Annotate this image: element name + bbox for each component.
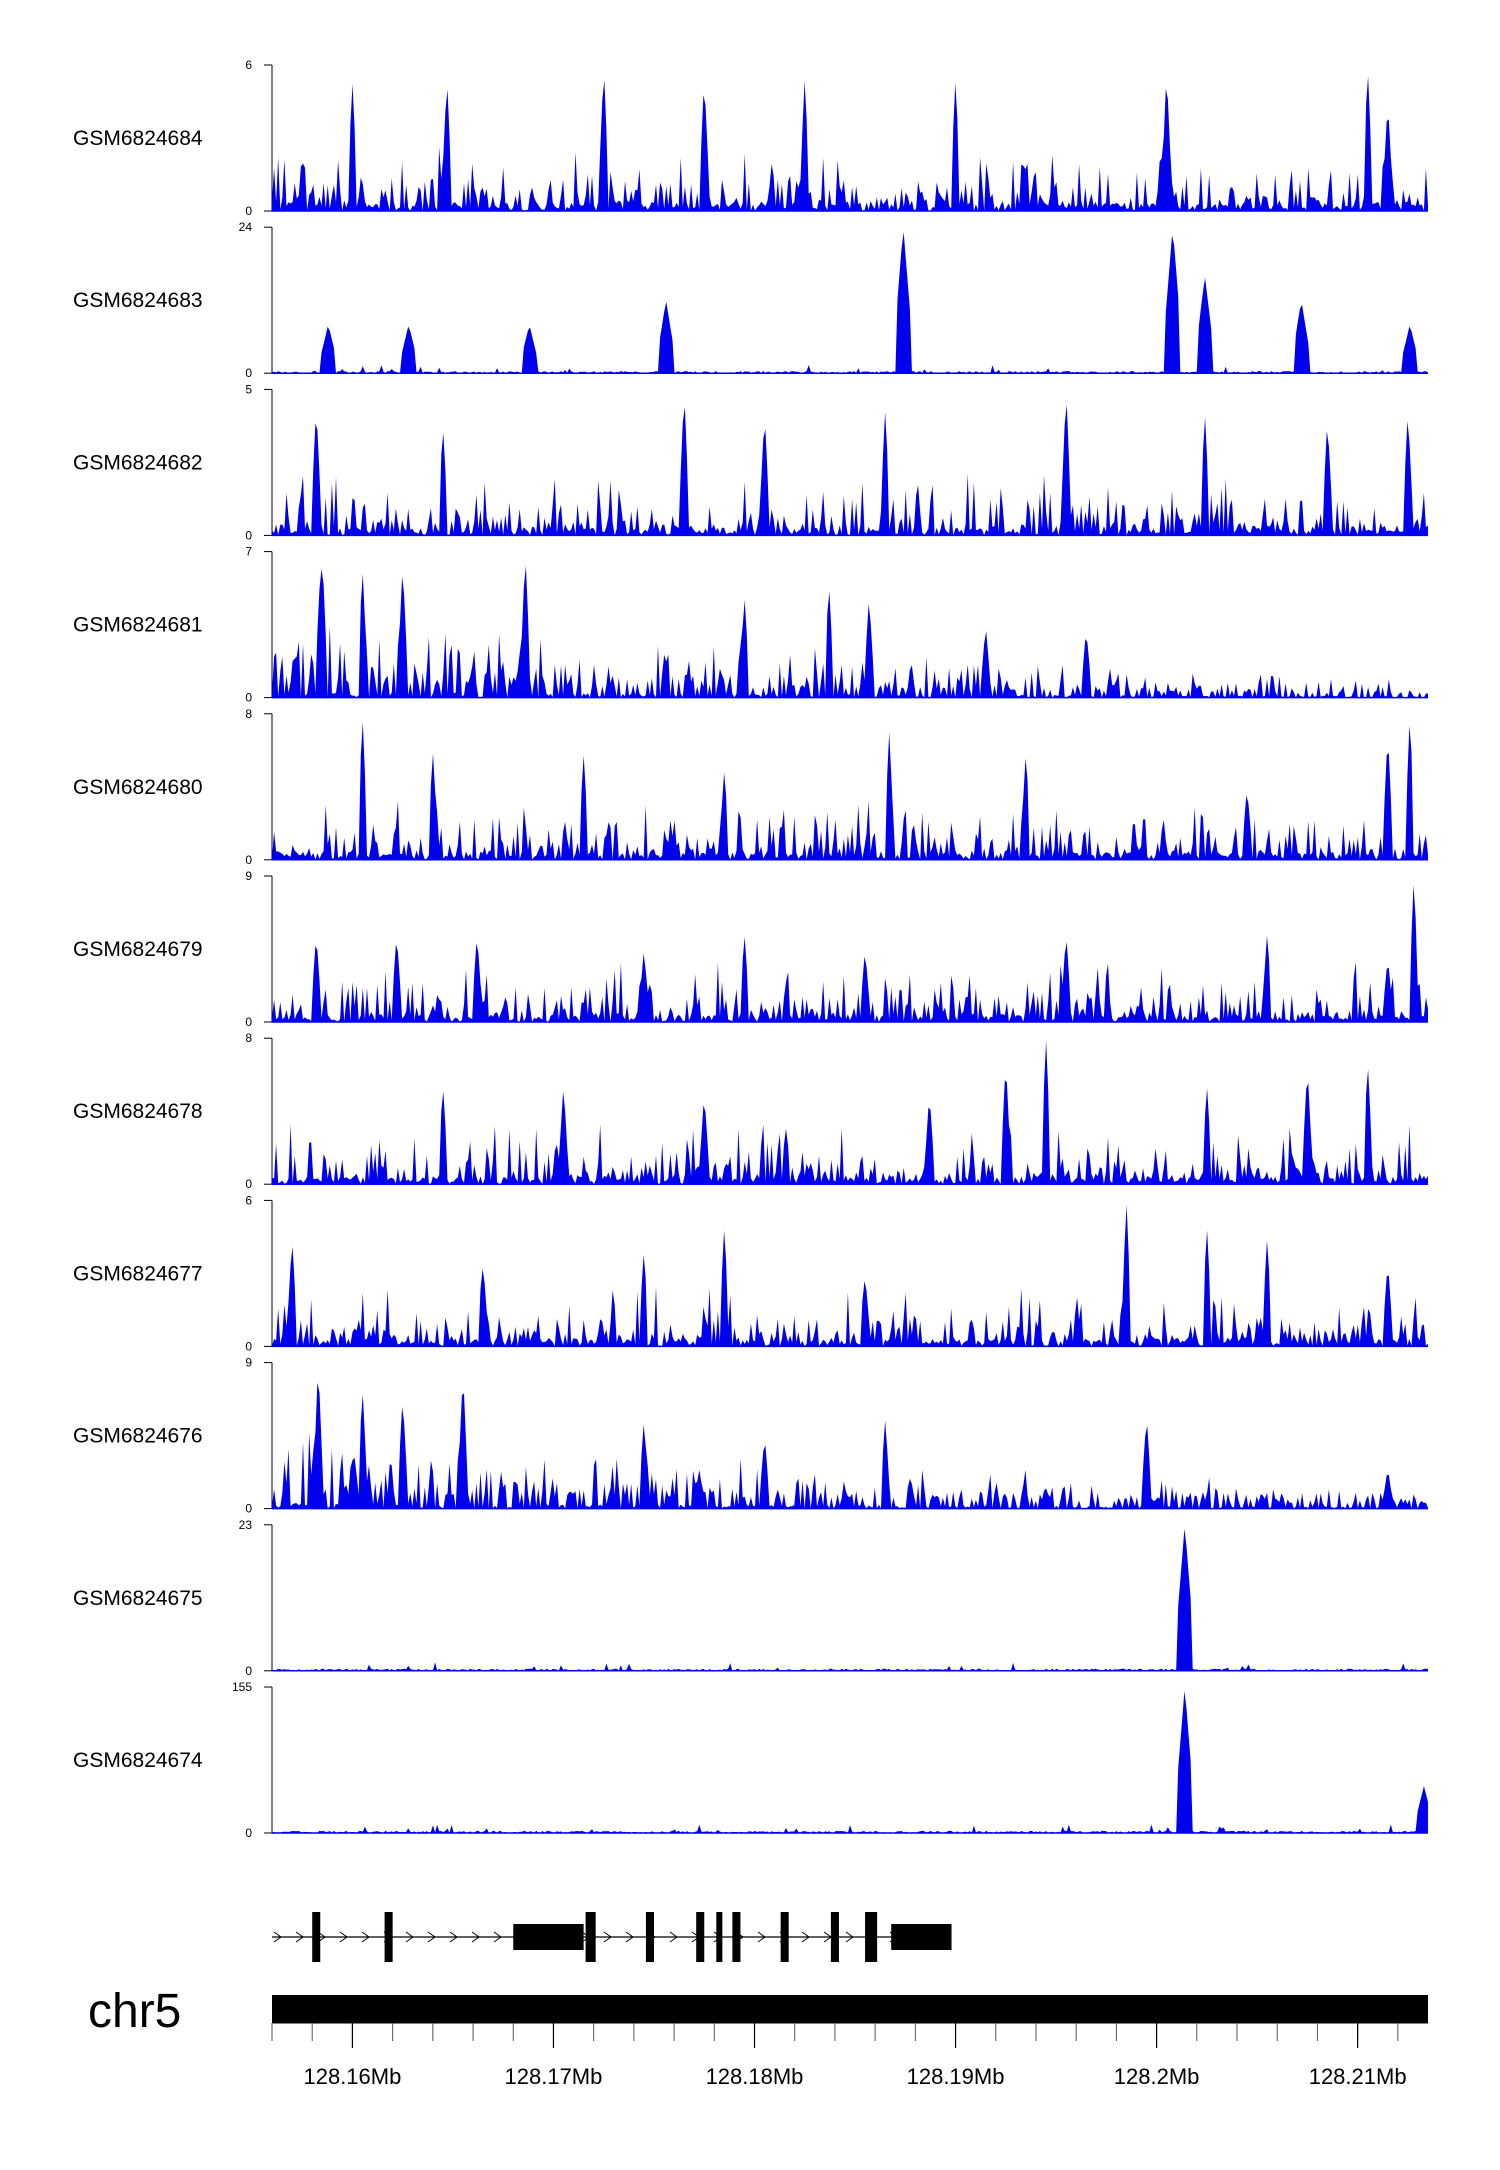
track-GSM6824683: GSM6824683 24 0 [73, 220, 1428, 380]
y-min-label: 0 [245, 366, 252, 380]
y-min-label: 0 [245, 1177, 252, 1191]
signal-area [272, 1204, 1428, 1347]
track-label: GSM6824676 [73, 1425, 203, 1448]
strand-arrow [493, 1931, 502, 1943]
exon [830, 1912, 839, 1962]
track-label: GSM6824680 [73, 776, 203, 799]
y-max-label: 8 [245, 707, 252, 721]
track-label: GSM6824681 [73, 614, 203, 637]
y-min-label: 0 [245, 528, 252, 542]
x-tick-label: 128.21Mb [1309, 2064, 1407, 2089]
strand-arrow [669, 1931, 678, 1943]
signal-area [272, 565, 1428, 698]
signal-area [272, 75, 1428, 212]
signal-area [272, 1691, 1428, 1833]
y-min-label: 0 [245, 1826, 252, 1840]
strand-arrow [449, 1931, 458, 1943]
exon [312, 1912, 321, 1962]
track-GSM6824680: GSM6824680 8 0 [73, 707, 1428, 867]
exon [513, 1924, 584, 1950]
chromosome-bar [272, 1995, 1428, 2023]
y-min-label: 0 [245, 1015, 252, 1029]
strand-arrow [603, 1931, 612, 1943]
exon [780, 1912, 789, 1962]
chromosome-axis-track: chr5 128.16Mb 128.17Mb 128.18Mb 128.19Mb 128… [88, 1985, 1428, 2089]
x-tick-label: 128.18Mb [706, 2064, 804, 2089]
y-max-label: 5 [245, 382, 252, 396]
y-max-label: 6 [245, 58, 252, 72]
exon [891, 1924, 952, 1950]
y-min-label: 0 [245, 853, 252, 867]
strand-arrow [471, 1931, 480, 1943]
y-min-label: 0 [245, 1339, 252, 1353]
y-min-label: 0 [245, 1664, 252, 1678]
signal-area [272, 232, 1428, 374]
track-label: GSM6824683 [73, 289, 203, 312]
y-max-label: 9 [245, 1356, 252, 1370]
y-min-label: 0 [245, 204, 252, 218]
strand-arrow [361, 1931, 370, 1943]
signal-area [272, 1382, 1428, 1509]
strand-arrow [273, 1931, 282, 1943]
strand-arrow [625, 1931, 634, 1943]
x-tick-label: 128.16Mb [303, 2064, 401, 2089]
y-max-label: 8 [245, 1031, 252, 1045]
signal-area [272, 1528, 1428, 1671]
exon [384, 1912, 393, 1962]
track-GSM6824677: GSM6824677 6 0 [73, 1193, 1428, 1353]
y-max-label: 9 [245, 869, 252, 883]
track-GSM6824675: GSM6824675 23 0 [73, 1518, 1428, 1678]
y-max-label: 6 [245, 1193, 252, 1207]
track-GSM6824682: GSM6824682 5 0 [73, 382, 1428, 542]
exon [716, 1912, 723, 1962]
track-label: GSM6824674 [73, 1749, 203, 1772]
y-max-label: 155 [232, 1680, 252, 1694]
exon [585, 1912, 596, 1962]
y-max-label: 7 [245, 545, 252, 559]
strand-arrow [405, 1931, 414, 1943]
x-tick-label: 128.2Mb [1114, 2064, 1200, 2089]
exon [865, 1912, 878, 1962]
signal-area [272, 1040, 1428, 1185]
track-label: GSM6824684 [73, 127, 203, 150]
exon [696, 1912, 705, 1962]
signal-area [272, 722, 1428, 860]
strand-arrow [845, 1931, 854, 1943]
strand-arrow [427, 1931, 436, 1943]
track-GSM6824681: GSM6824681 7 0 [73, 545, 1428, 705]
strand-arrow [801, 1931, 810, 1943]
exon [645, 1912, 654, 1962]
y-max-label: 23 [239, 1518, 253, 1532]
track-label: GSM6824677 [73, 1262, 203, 1285]
strand-arrow [757, 1931, 766, 1943]
strand-arrow [317, 1931, 326, 1943]
y-min-label: 0 [245, 691, 252, 705]
strand-arrow [295, 1931, 304, 1943]
track-label: GSM6824675 [73, 1587, 203, 1610]
track-GSM6824678: GSM6824678 8 0 [73, 1031, 1428, 1191]
signal-area [272, 885, 1428, 1022]
chromosome-label: chr5 [88, 1985, 181, 2038]
track-GSM6824676: GSM6824676 9 0 [73, 1356, 1428, 1516]
y-max-label: 24 [239, 220, 253, 234]
track-label: GSM6824682 [73, 451, 203, 474]
y-min-label: 0 [245, 1502, 252, 1516]
track-label: GSM6824678 [73, 1100, 203, 1123]
gene-model-track [272, 1912, 952, 1962]
exon [732, 1912, 741, 1962]
x-tick-label: 128.19Mb [907, 2064, 1005, 2089]
signal-area [272, 404, 1428, 536]
track-GSM6824679: GSM6824679 9 0 [73, 869, 1428, 1029]
track-label: GSM6824679 [73, 938, 203, 961]
signal-tracks: GSM682468460GSM6824683240GSM682468250GSM… [73, 58, 1428, 1840]
track-GSM6824674: GSM6824674 155 0 [73, 1680, 1428, 1840]
strand-arrow [339, 1931, 348, 1943]
track-GSM6824684: GSM6824684 6 0 [73, 58, 1428, 218]
x-tick-label: 128.17Mb [505, 2064, 603, 2089]
